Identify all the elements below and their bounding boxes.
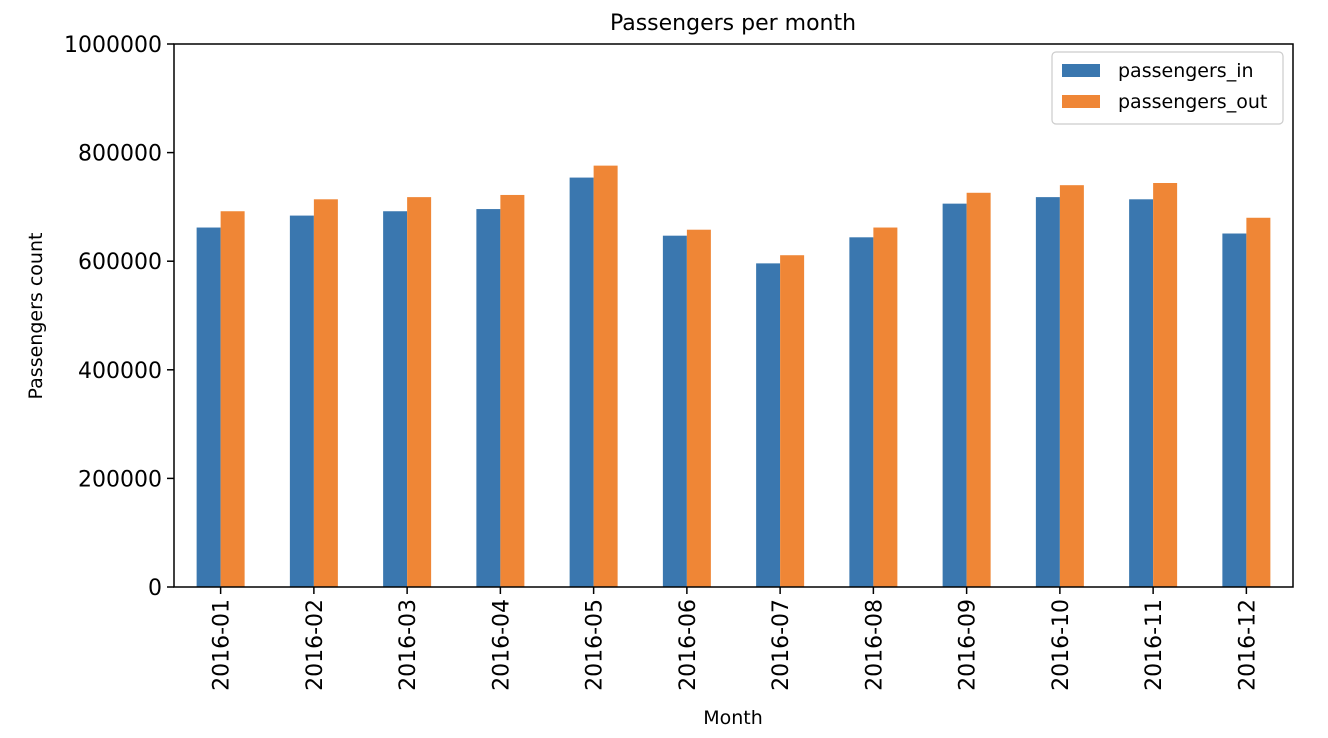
x-tick-label: 2016-04 bbox=[489, 599, 514, 691]
bar-passengers_out-2016-03 bbox=[407, 197, 432, 587]
x-tick-label: 2016-11 bbox=[1142, 599, 1167, 691]
x-tick-label: 2016-07 bbox=[769, 599, 794, 691]
plot-frame bbox=[173, 43, 1294, 588]
y-tick-label: 600000 bbox=[78, 250, 162, 275]
bar-passengers_out-2016-06 bbox=[686, 229, 711, 587]
y-axis-ticks: 0 200000 400000 600000 800000 1000000 bbox=[64, 33, 174, 601]
legend-box bbox=[1051, 51, 1284, 125]
bar-passengers_out-2016-12 bbox=[1246, 217, 1271, 587]
y-tick-label: 800000 bbox=[78, 142, 162, 167]
bar-passengers_in-2016-12 bbox=[1222, 233, 1247, 587]
y-axis-label: Passengers count bbox=[25, 233, 47, 400]
x-tick-label: 2016-12 bbox=[1235, 599, 1260, 691]
bar-passengers_in-2016-11 bbox=[1129, 199, 1154, 587]
x-axis-label: Month bbox=[703, 707, 763, 729]
x-tick-label: 2016-10 bbox=[1049, 599, 1074, 691]
bar-passengers_out-2016-04 bbox=[500, 194, 525, 588]
x-tick-label: 2016-03 bbox=[396, 599, 421, 691]
bar-passengers_in-2016-01 bbox=[196, 227, 221, 587]
bar-passengers_out-2016-08 bbox=[873, 227, 898, 587]
x-tick-label: 2016-08 bbox=[862, 599, 887, 691]
legend-label-passengers_out: passengers_out bbox=[1118, 91, 1267, 113]
bar-passengers_in-2016-06 bbox=[662, 235, 687, 587]
bars-group bbox=[196, 165, 1271, 588]
y-tick-label: 1000000 bbox=[64, 33, 162, 58]
legend-swatch-passengers_in bbox=[1062, 64, 1100, 77]
bar-passengers_out-2016-10 bbox=[1059, 185, 1084, 587]
bar-passengers_in-2016-03 bbox=[383, 211, 408, 587]
y-tick-label: 200000 bbox=[78, 467, 162, 492]
legend: passengers_in passengers_out bbox=[1051, 51, 1284, 125]
bar-passengers_out-2016-02 bbox=[313, 199, 338, 587]
legend-swatch-passengers_out bbox=[1062, 95, 1100, 108]
bar-passengers_in-2016-08 bbox=[849, 237, 874, 588]
bar-passengers_in-2016-05 bbox=[569, 177, 594, 587]
x-tick-label: 2016-02 bbox=[303, 599, 328, 691]
legend-label-passengers_in: passengers_in bbox=[1118, 60, 1254, 82]
bar-passengers_in-2016-02 bbox=[289, 215, 314, 587]
x-tick-label: 2016-05 bbox=[583, 599, 608, 691]
bar-passengers_out-2016-05 bbox=[593, 165, 618, 587]
bar-passengers_in-2016-04 bbox=[476, 209, 501, 587]
y-tick-label: 400000 bbox=[78, 359, 162, 384]
bar-passengers_in-2016-09 bbox=[942, 203, 967, 587]
y-tick-label: 0 bbox=[148, 576, 162, 601]
chart-title: Passengers per month bbox=[610, 11, 856, 36]
bar-passengers_in-2016-07 bbox=[756, 263, 781, 587]
x-tick-label: 2016-06 bbox=[676, 599, 701, 691]
bar-passengers_out-2016-11 bbox=[1153, 183, 1178, 587]
bar-passengers_out-2016-09 bbox=[966, 192, 991, 588]
bar-passengers_out-2016-01 bbox=[220, 211, 245, 587]
bar-passengers_out-2016-07 bbox=[780, 255, 805, 588]
bar-passengers_in-2016-10 bbox=[1035, 197, 1060, 587]
x-tick-label: 2016-09 bbox=[956, 599, 981, 691]
x-tick-label: 2016-01 bbox=[210, 599, 235, 691]
x-axis-ticks: 2016-01 2016-02 2016-03 2016-04 2016-05 2016-… bbox=[210, 587, 1260, 691]
